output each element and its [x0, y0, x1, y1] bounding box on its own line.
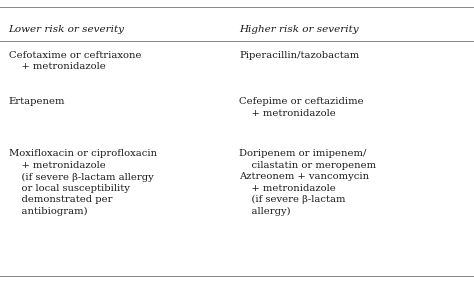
Text: Cefepime or ceftazidime
    + metronidazole: Cefepime or ceftazidime + metronidazole [239, 97, 364, 118]
Text: Doripenem or imipenem/
    cilastatin or meropenem
Aztreonem + vancomycin
    + : Doripenem or imipenem/ cilastatin or mer… [239, 149, 376, 216]
Text: Moxifloxacin or ciprofloxacin
    + metronidazole
    (if severe β-lactam allerg: Moxifloxacin or ciprofloxacin + metronid… [9, 149, 156, 216]
Text: Cefotaxime or ceftriaxone
    + metronidazole: Cefotaxime or ceftriaxone + metronidazol… [9, 51, 141, 71]
Text: Piperacillin/tazobactam: Piperacillin/tazobactam [239, 51, 360, 60]
Text: Lower risk or severity: Lower risk or severity [9, 25, 125, 34]
Text: Higher risk or severity: Higher risk or severity [239, 25, 359, 34]
Text: Ertapenem: Ertapenem [9, 97, 65, 106]
